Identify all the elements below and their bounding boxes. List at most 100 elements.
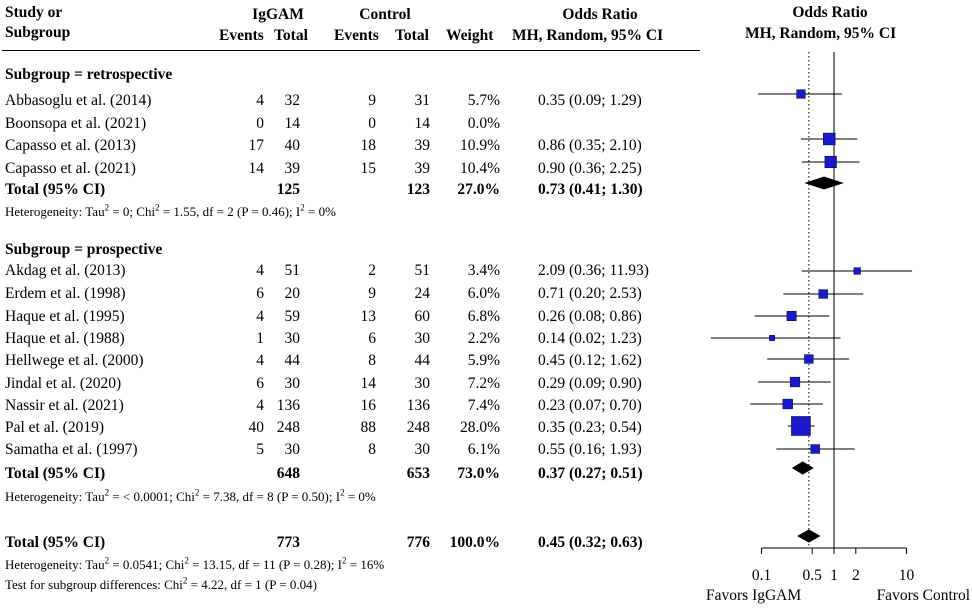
study-box — [796, 89, 806, 99]
events-control: 15 — [360, 160, 377, 177]
superscript-2: 2 — [300, 202, 305, 213]
events-iggam: 17 — [248, 137, 265, 154]
events-iggam: 6 — [256, 375, 264, 392]
or-ci-value: 0.35 (0.23; 0.54) — [538, 419, 642, 436]
total-control: 248 — [406, 419, 430, 436]
study-name: Capasso et al. (2013) — [5, 137, 136, 154]
heterogeneity-part: Heterogeneity: Tau — [5, 489, 105, 504]
total-control: 24 — [414, 285, 431, 302]
superscript-2: 2 — [342, 555, 347, 566]
study-box — [791, 416, 811, 436]
heterogeneity-text: Heterogeneity: Tau2 = 0.0541; Chi2 = 13.… — [5, 556, 384, 574]
study-box — [782, 398, 793, 410]
events-control: 9 — [368, 285, 376, 302]
total-control: 653 — [406, 465, 430, 482]
superscript-2: 2 — [104, 555, 110, 566]
header-events-control: Events — [334, 27, 379, 44]
study-box — [818, 289, 828, 299]
events-iggam: 0 — [256, 115, 264, 132]
study-name: Akdag et al. (2013) — [5, 262, 126, 279]
total-iggam: 59 — [284, 308, 301, 325]
or-ci-value: 0.35 (0.09; 1.29) — [538, 92, 642, 109]
x-tick-label: 1 — [830, 567, 838, 584]
study-box — [789, 376, 801, 388]
or-ci-value: 0.37 (0.27; 0.51) — [538, 465, 643, 482]
events-iggam: 1 — [256, 330, 264, 347]
weight-value: 10.4% — [459, 160, 500, 177]
x-tick-label: 10 — [899, 567, 915, 584]
summary-diamond — [791, 461, 814, 475]
weight-value: 100.0% — [449, 534, 500, 551]
or-ci-value: 2.09 (0.36; 11.93) — [538, 262, 649, 279]
total-iggam: 30 — [284, 375, 301, 392]
events-iggam: 5 — [256, 441, 264, 458]
heterogeneity-part: = 13.15, df = 11 (P = 0.28); I — [188, 557, 343, 572]
events-control: 88 — [360, 419, 377, 436]
total-control: 30 — [414, 375, 431, 392]
total-iggam: 125 — [276, 181, 300, 198]
events-iggam: 6 — [256, 285, 264, 302]
or-ci-value: 0.26 (0.08; 0.86) — [538, 308, 642, 325]
or-ci-value: 0.90 (0.36; 2.25) — [538, 160, 642, 177]
events-control: 16 — [360, 397, 377, 414]
x-tick-label: 2 — [852, 567, 860, 584]
total-control: 776 — [406, 534, 430, 551]
x-tick-label: 0.5 — [802, 567, 822, 584]
total-control: 136 — [406, 397, 430, 414]
header-iggam: IgGAM — [252, 6, 304, 23]
heterogeneity-part: = < 0.0001; Chi — [109, 489, 195, 504]
events-control: 8 — [368, 352, 376, 369]
heterogeneity-text: Heterogeneity: Tau2 = 0; Chi2 = 1.55, df… — [5, 203, 336, 221]
header-control: Control — [359, 6, 411, 23]
events-control: 13 — [360, 308, 377, 325]
total-iggam: 14 — [284, 115, 301, 132]
total-iggam: 30 — [284, 330, 301, 347]
superscript-2: 2 — [194, 487, 200, 498]
events-control: 8 — [368, 441, 376, 458]
weight-value: 27.0% — [457, 181, 500, 198]
study-name: Haque et al. (1995) — [5, 308, 125, 325]
study-name: Hellwege et al. (2000) — [5, 352, 144, 369]
test-part: = 4.22, df = 1 (P = 0.04) — [187, 577, 317, 592]
total-iggam: 44 — [284, 352, 301, 369]
superscript-2: 2 — [182, 575, 188, 586]
weight-value: 5.9% — [467, 352, 500, 369]
study-name: Haque et al. (1988) — [5, 330, 125, 347]
weight-value: 5.7% — [467, 92, 500, 109]
total-iggam: 136 — [276, 397, 300, 414]
or-ci-value: 0.29 (0.09; 0.90) — [538, 375, 642, 392]
total-control: 30 — [414, 441, 431, 458]
or-ci-value: 0.45 (0.12; 1.62) — [538, 352, 642, 369]
subgroup-prospective-label: Subgroup = prospective — [5, 241, 163, 258]
or-ci-value: 0.55 (0.16; 1.93) — [538, 441, 642, 458]
study-box — [804, 354, 814, 364]
total-iggam: 39 — [284, 160, 301, 177]
heterogeneity-part: = 0; Chi — [109, 204, 156, 219]
total-control: 31 — [414, 92, 431, 109]
heterogeneity-part: = 0% — [344, 489, 376, 504]
study-name: Erdem et al. (1998) — [5, 285, 126, 302]
events-control: 14 — [360, 375, 377, 392]
favors-control-label: Favors Control — [877, 587, 970, 604]
events-control: 0 — [368, 115, 376, 132]
or-ci-value: 0.71 (0.20; 2.53) — [538, 285, 642, 302]
favors-iggam-label: Favors IgGAM — [706, 587, 801, 604]
or-ci-value: 0.14 (0.02; 1.23) — [538, 330, 642, 347]
study-box — [810, 444, 820, 454]
weight-value: 2.2% — [467, 330, 500, 347]
header-study-line1: Study or — [5, 4, 63, 21]
total-label: Total (95% CI) — [5, 181, 106, 198]
events-iggam: 4 — [256, 397, 264, 414]
weight-value: 6.0% — [467, 285, 500, 302]
events-control: 2 — [368, 262, 376, 279]
study-name: Capasso et al. (2021) — [5, 160, 136, 177]
heterogeneity-part: = 1.55, df = 2 (P = 0.46); I — [159, 204, 301, 219]
header-total-iggam: Total — [274, 27, 308, 44]
header-study-line2: Subgroup — [5, 24, 71, 41]
weight-value: 6.8% — [467, 308, 500, 325]
study-name: Jindal et al. (2020) — [5, 375, 122, 392]
heterogeneity-part: = 16% — [346, 557, 385, 572]
study-name: Boonsopa et al. (2021) — [5, 115, 147, 132]
events-iggam: 4 — [256, 308, 264, 325]
